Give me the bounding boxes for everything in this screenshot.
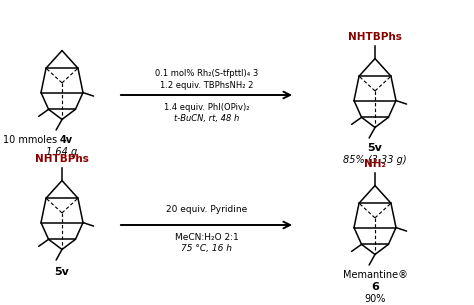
Text: 75 °C, 16 h: 75 °C, 16 h <box>181 245 232 253</box>
Text: 1.4 equiv. PhI(OPiv)₂: 1.4 equiv. PhI(OPiv)₂ <box>164 102 249 112</box>
Text: NH₂: NH₂ <box>364 159 386 169</box>
Text: 10 mmoles: 10 mmoles <box>3 135 60 145</box>
Text: 5v: 5v <box>55 267 69 277</box>
Text: MeCN:H₂O 2:1: MeCN:H₂O 2:1 <box>174 232 238 242</box>
Text: 90%: 90% <box>365 294 386 304</box>
Text: 1.64 g: 1.64 g <box>46 147 78 157</box>
Text: t-BuCN, rt, 48 h: t-BuCN, rt, 48 h <box>174 114 239 124</box>
Text: 1.2 equiv. TBPhsNH₂ 2: 1.2 equiv. TBPhsNH₂ 2 <box>160 81 253 89</box>
Text: NHTBPhs: NHTBPhs <box>348 32 402 42</box>
Text: 6: 6 <box>371 282 379 292</box>
Text: 85% (3.33 g): 85% (3.33 g) <box>343 155 407 165</box>
Text: 4v: 4v <box>60 135 73 145</box>
Text: 5v: 5v <box>367 143 383 153</box>
Text: Memantine®: Memantine® <box>343 270 408 280</box>
Text: 20 equiv. Pyridine: 20 equiv. Pyridine <box>166 204 247 214</box>
Text: NHTBPhs: NHTBPhs <box>35 154 89 164</box>
Text: 0.1 mol% Rh₂(S-tfpttl)₄ 3: 0.1 mol% Rh₂(S-tfpttl)₄ 3 <box>155 69 258 77</box>
